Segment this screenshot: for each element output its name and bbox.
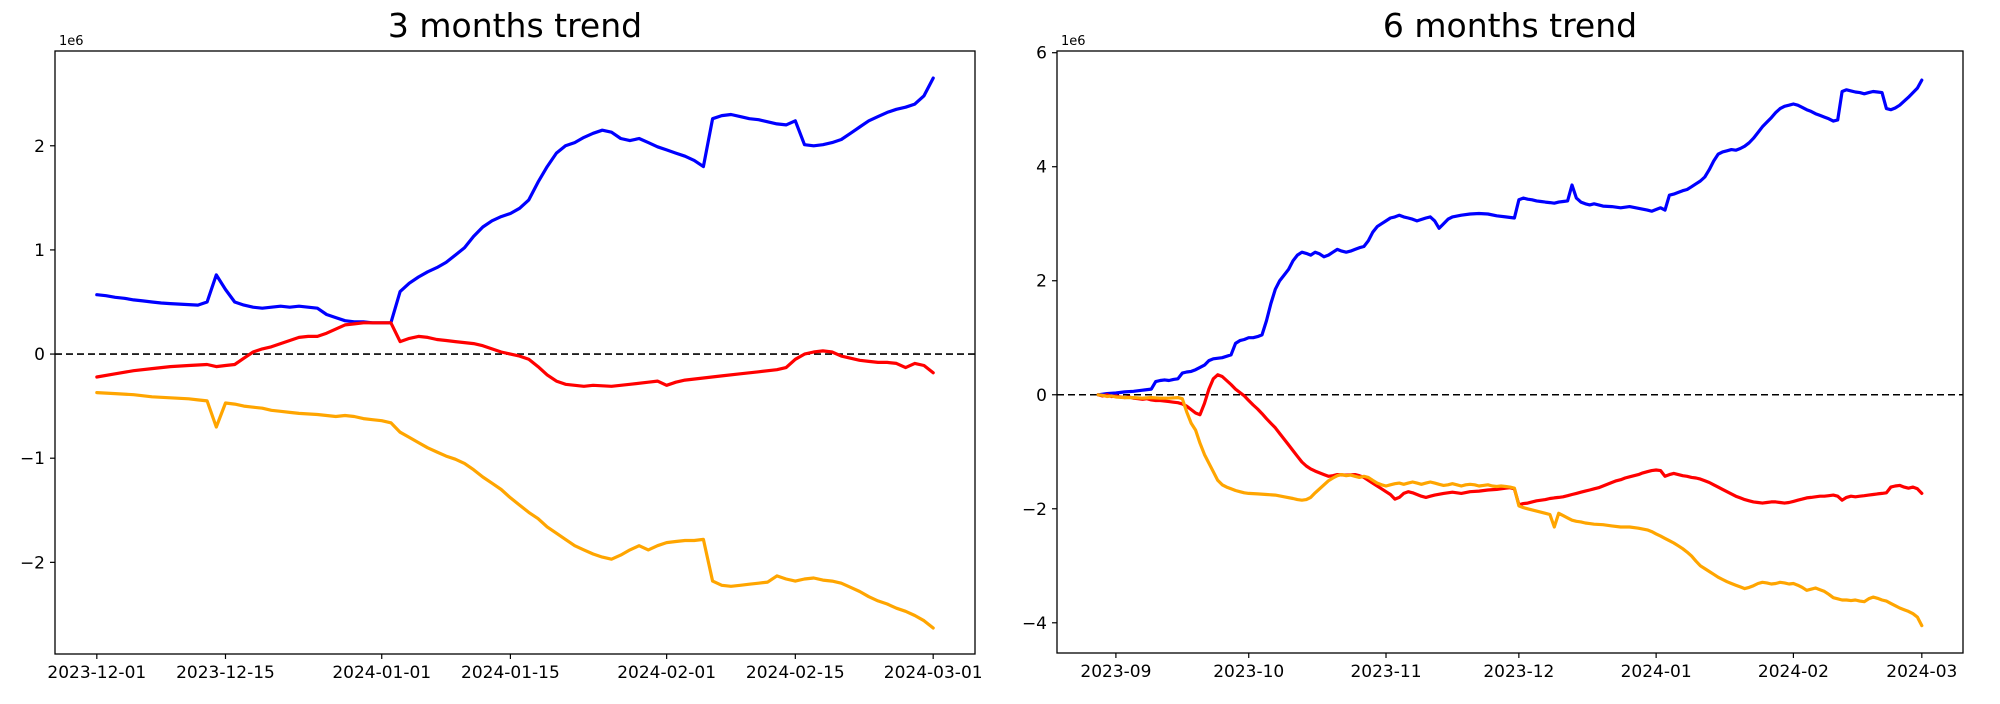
x-tick-label: 2024-01	[1621, 662, 1692, 682]
y-tick-label: 0	[34, 345, 45, 365]
line-series-blue	[95, 76, 935, 325]
plot-area-6-months: 2023-09 2023-10 2023-11 2023-12 2024-01 2024-…	[1022, 44, 1964, 682]
x-tick-label: 2024-02	[1758, 662, 1829, 682]
chart-title-3-months: 3 months trend	[388, 6, 642, 45]
y-tick-label: −4	[1022, 614, 1047, 634]
x-tick-label: 2024-03	[1886, 662, 1957, 682]
y-tick-label: −2	[1022, 500, 1047, 520]
axes-border	[54, 50, 976, 655]
chart-title-6-months: 6 months trend	[1383, 6, 1637, 45]
plot-inner	[55, 76, 975, 630]
y-tick-label: 2	[34, 137, 45, 157]
line-series-red	[1096, 373, 1924, 507]
y-tick-label: 1	[34, 241, 45, 261]
line-series-orange	[1096, 393, 1924, 628]
y-tick-label: 2	[1036, 272, 1047, 292]
x-tick-label: 2024-01-15	[461, 663, 560, 683]
x-tick-label: 2024-03-01	[884, 663, 983, 683]
y-tick-label: 0	[1036, 386, 1047, 406]
line-series-blue	[1096, 78, 1924, 397]
x-tick-label: 2023-12-15	[176, 663, 275, 683]
x-tick-label: 2024-02-01	[617, 663, 716, 683]
y-tick-label: 4	[1036, 158, 1047, 178]
line-series-orange	[95, 391, 935, 630]
x-tick-label: 2023-10	[1213, 662, 1284, 682]
y-tick-label: −2	[20, 553, 45, 573]
x-tick-label: 2023-12	[1483, 662, 1554, 682]
y-axis-offset-label-right: 1e6	[1061, 34, 1086, 49]
axes-border	[1056, 50, 1964, 654]
x-tick-label: 2024-02-15	[746, 663, 845, 683]
x-tick-label: 2023-12-01	[47, 663, 146, 683]
x-tick-label: 2024-01-01	[332, 663, 431, 683]
x-tick-label: 2023-09	[1080, 662, 1151, 682]
y-tick-label: 6	[1036, 44, 1047, 64]
y-axis-offset-label-left: 1e6	[59, 34, 84, 49]
y-tick-label: −1	[20, 449, 45, 469]
plot-area-3-months: 2023-12-01 2023-12-15 2024-01-01 2024-01-15…	[20, 50, 983, 683]
line-series-red	[95, 321, 935, 388]
x-tick-label: 2023-11	[1350, 662, 1421, 682]
plot-inner	[1057, 78, 1963, 628]
